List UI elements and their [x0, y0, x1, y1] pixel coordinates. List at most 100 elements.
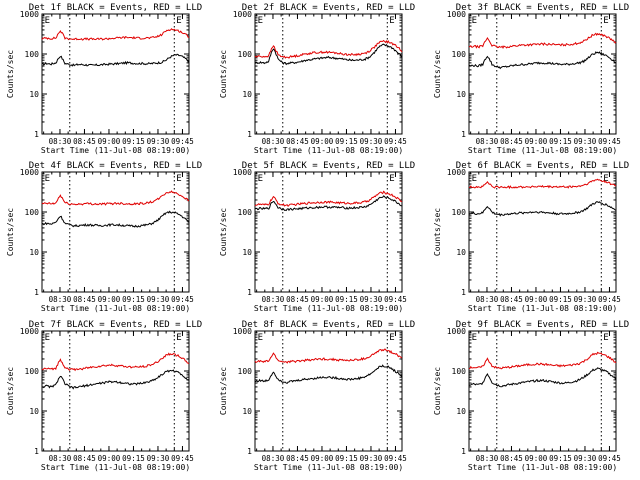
y-tick-label: 1	[247, 447, 252, 456]
x-tick-label: 08:45	[286, 454, 309, 463]
chart-panel-4: Det 4f BLACK = Events, RED = LLD 1 10 100 10…	[6, 161, 202, 313]
chart-panel-2: Det 2f BLACK = Events, RED = LLD 1 10 100 10…	[219, 3, 415, 155]
plot-frame	[41, 171, 190, 293]
series-line-lld	[41, 28, 190, 41]
y-tick-label: 100	[25, 367, 40, 376]
annotation-label: E	[176, 16, 181, 26]
x-tick-label: 09:30	[147, 295, 170, 304]
x-tick-label: 09:00	[311, 137, 334, 146]
x-tick-label: 09:15	[335, 454, 358, 463]
x-tick-label: 09:00	[525, 137, 548, 146]
series-line-events	[468, 51, 617, 70]
x-tick-label: 09:00	[98, 137, 121, 146]
x-tick-label: 09:45	[384, 295, 407, 304]
y-tick-label: 10	[242, 248, 252, 257]
x-axis-label: Start Time (11-Jul-08 08:19:00)	[41, 463, 190, 472]
y-tick-label: 100	[452, 50, 467, 59]
series-line-lld	[41, 190, 190, 206]
y-axis-label: Counts/sec	[433, 367, 442, 415]
x-tick-label: 09:30	[574, 137, 597, 146]
y-tick-label: 1	[34, 288, 39, 297]
annotation-label: E	[258, 174, 263, 184]
y-tick-label: 100	[452, 367, 467, 376]
plot-frame	[254, 171, 403, 293]
x-axis-label: Start Time (11-Jul-08 08:19:00)	[254, 463, 403, 472]
y-tick-label: 100	[238, 50, 253, 59]
annotation-label: E	[389, 174, 394, 184]
y-tick-label: 100	[25, 208, 40, 217]
y-tick-label: 1000	[233, 327, 252, 336]
chart-title: Det 2f BLACK = Events, RED = LLD	[242, 3, 415, 13]
series-line-lld	[254, 348, 403, 364]
plot-frame	[468, 13, 617, 135]
y-tick-label: 1	[461, 288, 466, 297]
annotation-label: E	[603, 333, 608, 343]
x-tick-label: 09:00	[98, 454, 121, 463]
x-tick-label: 09:30	[360, 137, 383, 146]
x-tick-label: 09:00	[98, 295, 121, 304]
x-tick-label: 09:45	[171, 137, 194, 146]
x-tick-label: 08:45	[500, 295, 523, 304]
series-line-events	[41, 369, 190, 390]
chart-title: Det 3f BLACK = Events, RED = LLD	[456, 3, 629, 13]
y-tick-label: 1000	[20, 168, 39, 177]
x-axis-label: Start Time (11-Jul-08 08:19:00)	[468, 304, 617, 313]
y-tick-label: 1	[461, 447, 466, 456]
x-tick-label: 09:00	[311, 454, 334, 463]
y-axis-label: Counts/sec	[219, 208, 228, 256]
y-tick-label: 1	[247, 130, 252, 139]
x-tick-label: 09:45	[598, 454, 621, 463]
x-tick-label: 09:00	[525, 454, 548, 463]
x-tick-label: 08:30	[262, 295, 285, 304]
x-tick-label: 08:45	[500, 137, 523, 146]
chart-panel-9: Det 9f BLACK = Events, RED = LLD 1 10 100 10…	[433, 320, 629, 472]
series-line-lld	[468, 32, 617, 49]
x-tick-label: 09:30	[574, 454, 597, 463]
x-tick-label: 09:45	[171, 295, 194, 304]
y-tick-label: 100	[238, 367, 253, 376]
y-tick-label: 1	[461, 130, 466, 139]
y-tick-label: 10	[456, 248, 466, 257]
x-axis-label: Start Time (11-Jul-08 08:19:00)	[254, 146, 403, 155]
plot-frame	[254, 330, 403, 452]
x-tick-label: 09:00	[311, 295, 334, 304]
y-tick-label: 10	[29, 407, 39, 416]
plot-frame	[468, 171, 617, 293]
x-tick-label: 08:45	[73, 137, 96, 146]
annotation-label: E	[389, 16, 394, 26]
series-line-events	[468, 367, 617, 388]
chart-title: Det 7f BLACK = Events, RED = LLD	[29, 320, 202, 330]
annotation-label: E	[472, 174, 477, 184]
x-tick-label: 08:30	[49, 137, 72, 146]
annotation-label: E	[176, 174, 181, 184]
y-axis-label: Counts/sec	[6, 367, 15, 415]
y-tick-label: 10	[29, 248, 39, 257]
x-tick-label: 08:30	[476, 295, 499, 304]
y-tick-label: 1000	[20, 10, 39, 19]
x-tick-label: 09:15	[549, 295, 572, 304]
series-line-lld	[469, 178, 617, 190]
chart-panel-1: Det 1f BLACK = Events, RED = LLD 1 10 100 10…	[6, 3, 202, 155]
x-axis-label: Start Time (11-Jul-08 08:19:00)	[41, 304, 190, 313]
series-line-events	[468, 201, 617, 217]
y-axis-label: Counts/sec	[219, 367, 228, 415]
x-tick-label: 09:15	[122, 137, 145, 146]
y-tick-label: 1	[34, 447, 39, 456]
series-line-events	[41, 53, 190, 67]
annotation-label: E	[258, 16, 263, 26]
x-tick-label: 08:30	[476, 454, 499, 463]
x-tick-label: 09:45	[598, 137, 621, 146]
y-tick-label: 1000	[447, 327, 466, 336]
x-tick-label: 09:30	[574, 295, 597, 304]
chart-panel-3: Det 3f BLACK = Events, RED = LLD 1 10 100 10…	[433, 3, 629, 155]
x-axis-label: Start Time (11-Jul-08 08:19:00)	[41, 146, 190, 155]
x-tick-label: 09:45	[384, 137, 407, 146]
x-tick-label: 08:45	[500, 454, 523, 463]
y-tick-label: 10	[242, 407, 252, 416]
plot-frame	[41, 13, 190, 135]
annotation-label: E	[45, 174, 50, 184]
plot-frame	[468, 330, 617, 452]
x-tick-label: 09:15	[335, 137, 358, 146]
y-axis-label: Counts/sec	[433, 208, 442, 256]
